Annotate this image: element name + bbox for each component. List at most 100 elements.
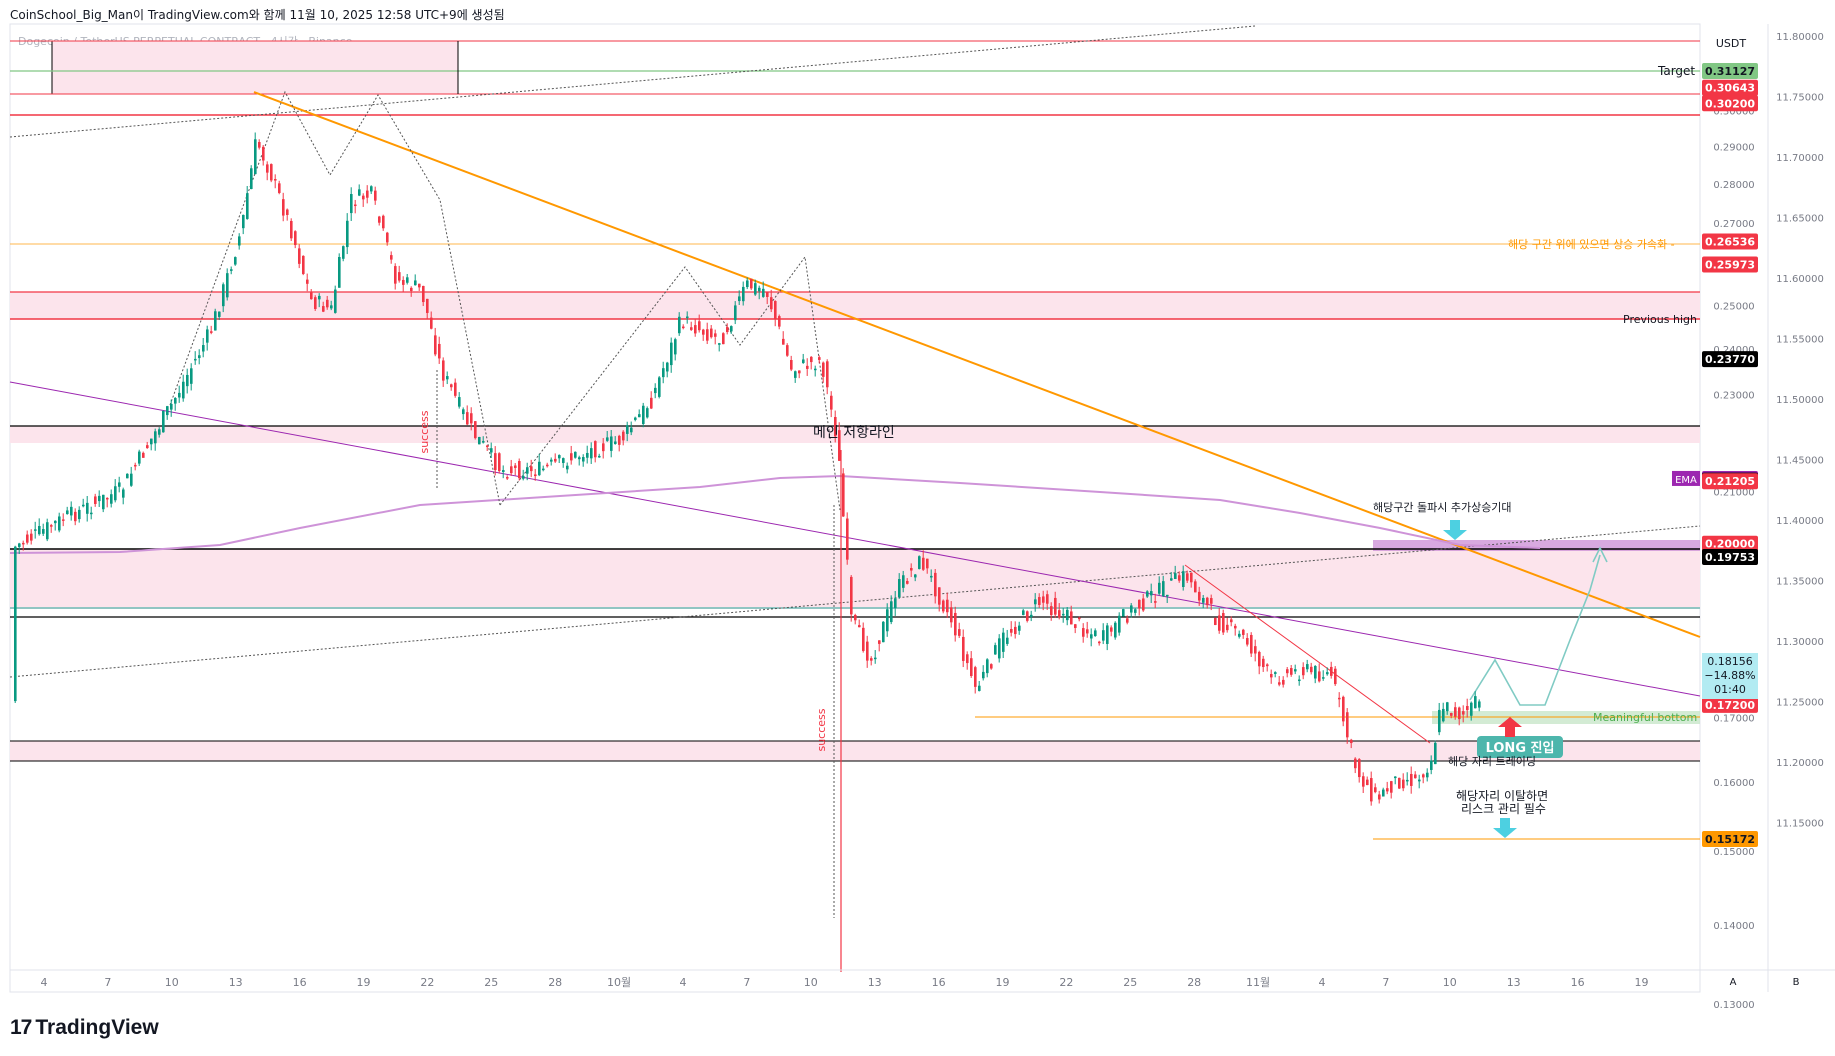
- candle-body: [846, 518, 849, 560]
- candle-body: [1470, 702, 1473, 716]
- candle-body: [610, 436, 613, 451]
- candle-body: [510, 466, 513, 474]
- candle-body: [1150, 591, 1153, 596]
- candle-body: [258, 142, 261, 148]
- candle-body: [774, 301, 777, 320]
- candle-body: [1058, 610, 1061, 618]
- candle-body: [1394, 776, 1397, 779]
- candle-body: [954, 612, 957, 636]
- resistance-zone-main: [10, 426, 1700, 443]
- candle-body: [1190, 572, 1193, 583]
- candle-body: [1114, 622, 1117, 638]
- red-descending-trendline: [1184, 564, 1431, 744]
- candle-body: [206, 329, 209, 343]
- candle-body: [838, 430, 841, 461]
- candle-body: [1414, 774, 1417, 779]
- bar-countdown: 01:40: [1714, 683, 1746, 696]
- tradingview-logo[interactable]: 17 TradingView: [10, 1016, 159, 1040]
- time-tick-label: 19: [996, 976, 1010, 989]
- candle-body: [1066, 609, 1069, 621]
- main-resistance-label: 메인 저항라인: [813, 425, 895, 441]
- candle-body: [590, 448, 593, 459]
- candle-body: [1278, 682, 1281, 685]
- time-tick-label: 16: [1571, 976, 1585, 989]
- candle-body: [990, 664, 993, 669]
- candle-body: [1234, 625, 1237, 629]
- secondary-tick-label: 11.70000: [1776, 153, 1824, 164]
- secondary-tick-label: 11.55000: [1776, 335, 1824, 346]
- candle-body: [94, 496, 97, 504]
- candle-body: [1454, 707, 1457, 717]
- candle-body: [534, 474, 537, 477]
- candle-body: [1442, 708, 1445, 722]
- time-tick-label: 16: [293, 976, 307, 989]
- candle-body: [746, 280, 749, 288]
- annotations: Target Previous high 해당 구간 위에 있으면 상승 가속화…: [418, 64, 1697, 838]
- risk-note-line1: 해당자리 이탈하면: [1456, 789, 1548, 803]
- candle-body: [1418, 779, 1421, 782]
- candle-body: [974, 667, 977, 687]
- candle-body: [98, 495, 101, 502]
- candle-body: [878, 640, 881, 644]
- candle-body: [46, 522, 49, 540]
- price-tick-label: 0.21000: [1713, 488, 1754, 499]
- time-tick-label: 22: [1059, 976, 1073, 989]
- price-label-tag: [1702, 696, 1758, 713]
- risk-note-line2: 리스크 관리 필수: [1461, 802, 1546, 816]
- candle-body: [934, 572, 937, 597]
- level-lines: [10, 40, 1700, 840]
- purple-descending-trendline: [9, 381, 1701, 697]
- candle-body: [14, 546, 17, 702]
- candle-body: [1006, 637, 1009, 644]
- candle-body: [306, 279, 309, 284]
- candle-body: [1166, 594, 1169, 597]
- candle-body: [1254, 646, 1257, 654]
- candle-body: [202, 345, 205, 352]
- time-tick-label: 25: [1123, 976, 1137, 989]
- candle-body: [682, 326, 685, 329]
- price-label-value: 0.21205: [1705, 475, 1755, 488]
- candle-body: [298, 248, 301, 264]
- candle-body: [86, 502, 89, 514]
- candle-body: [1362, 776, 1365, 787]
- log-scale-button[interactable]: B: [1793, 977, 1800, 988]
- entry-note: 해당 자리 트레이딩: [1448, 754, 1536, 768]
- candle-body: [1198, 591, 1201, 601]
- support-zone-low: [10, 741, 1700, 761]
- candle-body: [158, 429, 161, 435]
- price-label-tag: [1702, 549, 1758, 566]
- candle-body: [686, 316, 689, 319]
- price-label-value: 0.30200: [1705, 97, 1755, 110]
- candle-body: [114, 486, 117, 501]
- long-entry-badge: [1477, 736, 1563, 758]
- candle-body: [1238, 633, 1241, 637]
- current-price-value: 0.18156: [1707, 655, 1753, 668]
- candle-body: [986, 659, 989, 674]
- candle-body: [1294, 669, 1297, 672]
- candle-body: [594, 441, 597, 458]
- candle-body: [1162, 581, 1165, 597]
- success-label-1: success: [418, 410, 431, 453]
- price-label-tag: [1702, 473, 1758, 490]
- pattern-zigzag-2: [499, 255, 841, 511]
- price-label-value: 0.19753: [1705, 551, 1755, 564]
- candle-body: [582, 457, 585, 462]
- candle-body: [958, 629, 961, 636]
- time-axis[interactable]: 4 7 10 13 16 19 22 25 28 10월 4 7 10 13 16 19 22 25 28 11월 4 7…: [41, 976, 1649, 989]
- candle-body: [866, 641, 869, 661]
- time-tick-label: 4: [1319, 976, 1326, 989]
- price-axis[interactable]: USDT 0.30000 0.29000 0.28000 0.27000 0.25000…: [1713, 37, 1754, 1010]
- candle-body: [370, 186, 373, 192]
- price-chart[interactable]: Dogecoin / TetherUS PERPETUAL CONTRACT ·…: [0, 0, 1835, 1010]
- candle-body: [1262, 658, 1265, 668]
- candle-body: [1126, 618, 1129, 623]
- candle-body: [794, 371, 797, 378]
- candle-body: [54, 520, 57, 524]
- auto-scale-button[interactable]: A: [1730, 977, 1737, 988]
- time-tick-label: 4: [41, 976, 48, 989]
- candle-body: [1010, 629, 1013, 633]
- candle-body: [242, 214, 245, 229]
- candle-body: [874, 657, 877, 660]
- candle-body: [1174, 573, 1177, 580]
- candle-body: [1366, 779, 1369, 786]
